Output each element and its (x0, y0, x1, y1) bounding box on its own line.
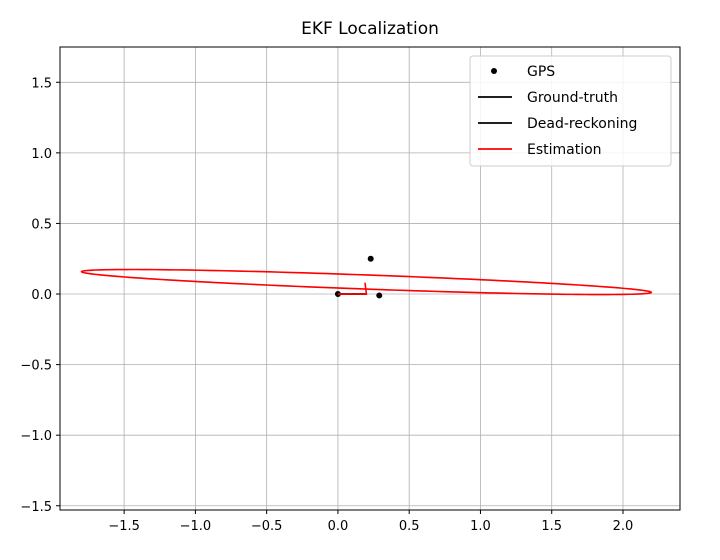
x-tick-label: 1.0 (470, 519, 491, 534)
legend-marker-gps (491, 68, 497, 74)
x-tick-label: 0.0 (328, 519, 349, 534)
gps-point (376, 292, 383, 299)
y-tick-label: −1.5 (20, 500, 52, 515)
y-tick-label: 1.5 (31, 76, 52, 91)
legend-label-estimation: Estimation (527, 142, 602, 158)
plot-frame (59, 46, 681, 511)
x-tick-label: −1.0 (180, 519, 212, 534)
y-axis: −1.5 −1.0 −0.5 0.0 0.5 1.0 1.5 (20, 76, 60, 515)
y-tick-label: 0.5 (31, 217, 52, 232)
x-tick-label: 0.5 (399, 519, 420, 534)
x-tick-label: −1.5 (108, 519, 140, 534)
estimation-line (337, 282, 368, 295)
gps-point (367, 255, 374, 262)
x-tick-label: −0.5 (251, 519, 283, 534)
chart-title: EKF Localization (301, 19, 439, 39)
y-tick-label: −1.0 (20, 429, 52, 444)
y-tick-label: 0.0 (31, 288, 52, 303)
x-axis: −1.5 −1.0 −0.5 0.0 0.5 1.0 1.5 2.0 (108, 510, 633, 534)
legend-label-gps: GPS (527, 64, 555, 80)
ellipse-layer (80, 268, 653, 296)
legend: GPS Ground-truth Dead-reckoning Estimation (469, 55, 672, 167)
x-tick-label: 2.0 (613, 519, 634, 534)
x-tick-label: 1.5 (541, 519, 562, 534)
series-layer (334, 255, 383, 299)
y-tick-label: 1.0 (31, 147, 52, 162)
covariance-ellipse (80, 268, 653, 296)
legend-label-dead-reckoning: Dead-reckoning (527, 116, 637, 132)
y-tick-label: −0.5 (20, 359, 52, 374)
legend-label-ground-truth: Ground-truth (527, 90, 618, 106)
legend-box (469, 55, 672, 167)
